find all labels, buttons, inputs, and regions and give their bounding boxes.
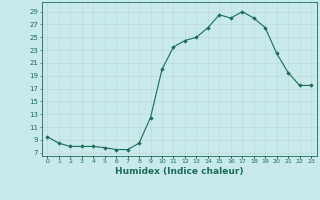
X-axis label: Humidex (Indice chaleur): Humidex (Indice chaleur)	[115, 167, 244, 176]
